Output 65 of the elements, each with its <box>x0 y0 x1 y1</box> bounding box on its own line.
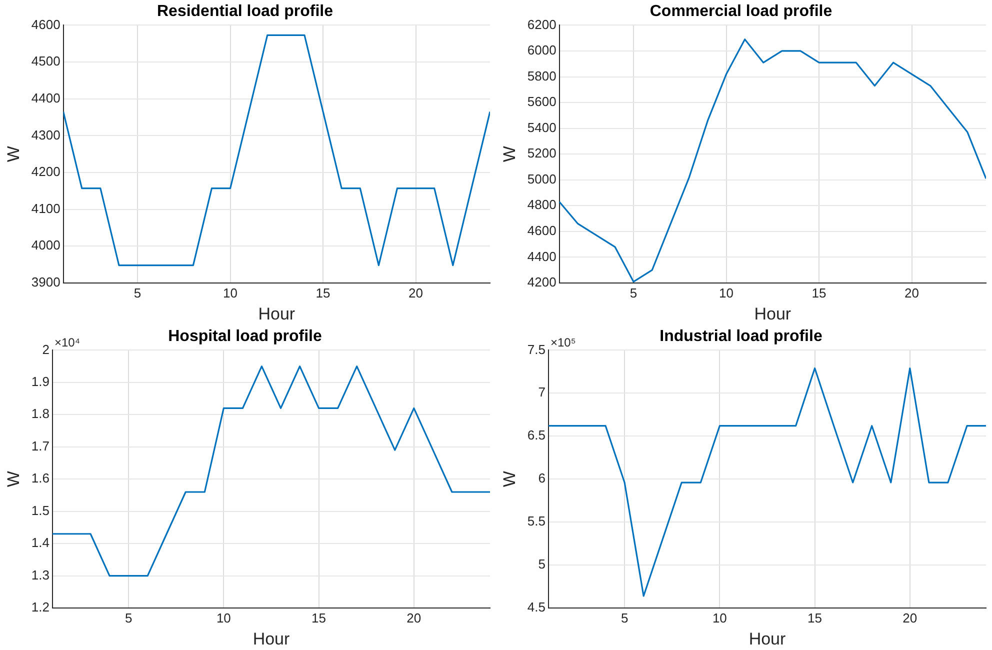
y-axis-title: W <box>4 471 23 488</box>
y-tick-label: 1.3 <box>31 567 50 582</box>
chart-title: Residential load profile <box>156 3 334 20</box>
y-tick-label: 4600 <box>31 16 60 32</box>
y-tick-label: 4300 <box>31 127 60 142</box>
x-tick-label: 20 <box>902 610 918 626</box>
y-tick-label: 6.5 <box>527 428 546 443</box>
y-tick-label: 4800 <box>527 197 556 212</box>
x-tick-label: 15 <box>808 610 822 626</box>
y-tick-label: 1.2 <box>31 600 50 615</box>
y-tick-label: 4100 <box>31 200 60 216</box>
chart-title: Commercial load profile <box>650 3 832 20</box>
y-tick-label: 1.9 <box>31 374 50 390</box>
y-tick-label: 7.5 <box>527 342 546 357</box>
x-tick-label: 10 <box>216 610 231 626</box>
y-tick-label: 2 <box>42 342 50 357</box>
text: ×10⁴ <box>54 336 80 350</box>
text: ×10⁵ <box>550 336 576 350</box>
x-axis-title: Hour <box>258 304 296 324</box>
x-tick-label: 15 <box>312 610 326 626</box>
y-tick-label: 4600 <box>527 223 556 238</box>
x-tick-label: 5 <box>630 285 638 300</box>
x-tick-label: 20 <box>408 285 424 300</box>
y-tick-label: 6000 <box>527 42 556 58</box>
x-tick-label: 5 <box>134 285 142 300</box>
x-tick-label: 10 <box>712 610 727 626</box>
y-tick-label: 5600 <box>527 94 556 110</box>
y-tick-label: 5800 <box>527 68 556 84</box>
y-tick-label: 4400 <box>31 90 60 106</box>
y-axis-title: W <box>500 146 519 162</box>
x-tick-label: 20 <box>406 610 422 626</box>
y-tick-label: 3900 <box>31 274 60 290</box>
y-tick-label: 7 <box>538 384 546 400</box>
x-axis-title: Hour <box>252 629 290 648</box>
y-tick-label: 4.5 <box>527 600 546 615</box>
y-tick-label: 4400 <box>527 248 556 264</box>
y-tick-label: 4200 <box>31 164 60 180</box>
y-tick-label: 5.5 <box>527 514 546 529</box>
y-tick-label: 6 <box>538 470 546 486</box>
y-tick-label: 1.8 <box>31 406 50 422</box>
y-tick-label: 1.5 <box>31 502 50 518</box>
chart-title: Hospital load profile <box>168 328 322 346</box>
y-axis-title: W <box>500 471 519 488</box>
y-tick-label: 1.7 <box>31 438 50 454</box>
y-tick-label: 5000 <box>527 171 556 186</box>
y-tick-label: 5400 <box>527 120 556 135</box>
x-axis-title: Hour <box>754 304 792 324</box>
y-axis-title: W <box>4 146 23 162</box>
x-tick-label: 20 <box>904 285 920 300</box>
y-tick-label: 6200 <box>527 16 556 32</box>
x-tick-label: 10 <box>223 285 238 300</box>
y-tick-label: 4000 <box>31 238 60 253</box>
y-tick-label: 1.6 <box>31 470 50 486</box>
y-tick-label: 4500 <box>31 54 60 69</box>
y-tick-label: 1.4 <box>31 535 50 550</box>
chart-title: Industrial load profile <box>660 328 822 346</box>
y-tick-label: 5 <box>538 556 546 572</box>
x-tick-label: 15 <box>812 285 826 300</box>
x-axis-title: Hour <box>748 629 786 648</box>
y-tick-label: 4200 <box>527 274 556 290</box>
x-tick-label: 10 <box>719 285 734 300</box>
x-tick-label: 5 <box>620 610 628 626</box>
y-tick-label: 5200 <box>527 146 556 161</box>
x-tick-label: 15 <box>316 285 330 300</box>
x-tick-label: 5 <box>124 610 132 626</box>
